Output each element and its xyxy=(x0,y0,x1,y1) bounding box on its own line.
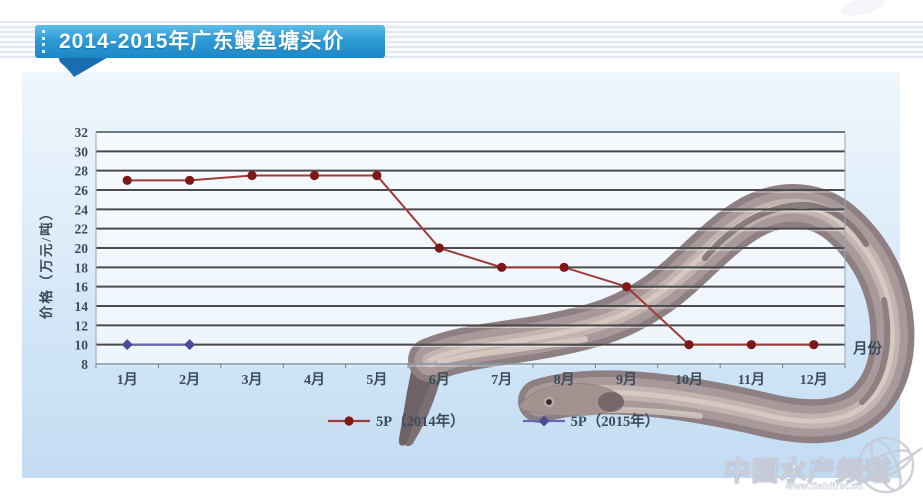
corner-glint-decoration xyxy=(838,0,888,20)
banner-pointer xyxy=(58,56,110,77)
plot-background xyxy=(96,132,845,364)
watermark-url: www.fishfirst.cn xyxy=(786,481,864,491)
watermark: 中国水产频道 www.fishfirst.cn xyxy=(720,436,923,500)
globe-icon xyxy=(851,436,923,494)
legend-marker xyxy=(522,415,565,426)
legend-label: 5P（2014年） xyxy=(376,414,465,430)
legend-item-5P（2015年）: 5P（2015年） xyxy=(521,410,660,431)
chart-legend: 5P（2014年） 5P（2015年） xyxy=(326,410,659,431)
legend-label: 5P（2015年） xyxy=(570,414,660,430)
legend-marker xyxy=(328,415,370,426)
page-title: 2014-2015年广东鳗鱼塘头价 xyxy=(59,30,345,53)
title-banner: 2014-2015年广东鳗鱼塘头价 xyxy=(35,25,385,58)
legend-item-5P（2014年）: 5P（2014年） xyxy=(326,410,465,431)
